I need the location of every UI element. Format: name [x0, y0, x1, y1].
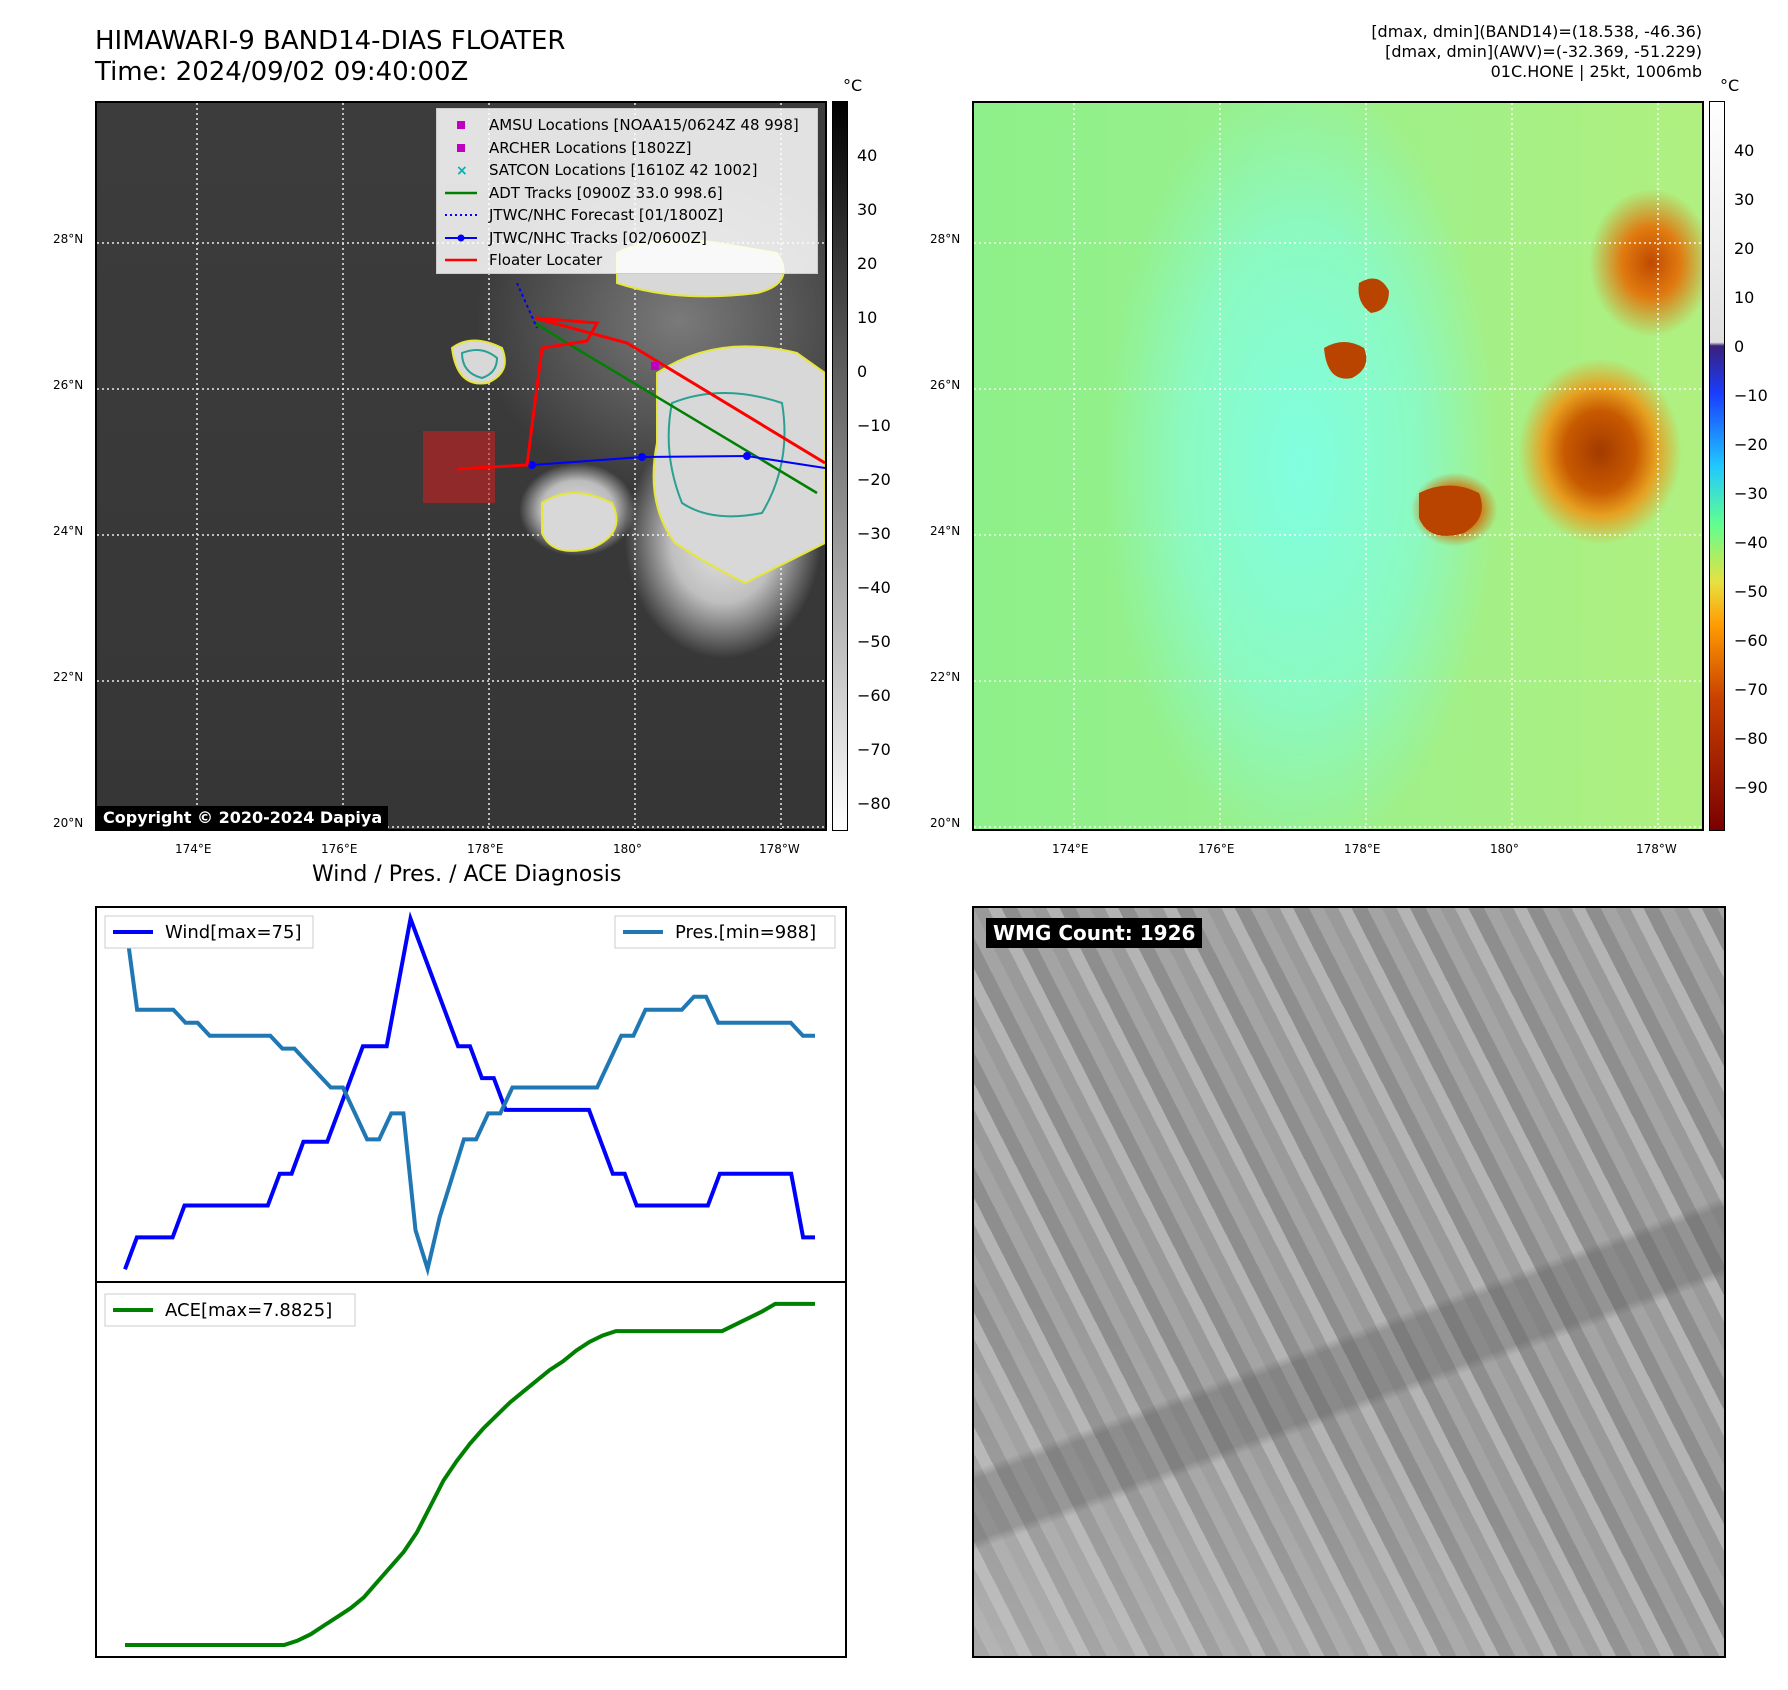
diagnosis-chart-panel: 20 30 40 50 60 70 990 995 1000 1005 1010 1015 0 1 2 3 4 5…: [95, 906, 847, 1658]
latitude-label: 20°N: [53, 816, 84, 830]
wind-legend: Wind[max=75]: [165, 922, 302, 943]
wmg-image-panel: [972, 906, 1726, 1658]
latitude-label: 28°N: [930, 232, 961, 246]
diagnosis-chart-svg: 2030405060709909951000100510101015012345…: [97, 911, 845, 1647]
longitude-label: 178°W: [1636, 842, 1677, 856]
pressure-series-line: [123, 918, 815, 1277]
longitude-label: 180°: [1490, 842, 1519, 856]
colorbar-tick-label: 40: [1734, 141, 1755, 160]
colorbar-tick-label: −90: [1734, 778, 1768, 797]
longitude-label: 176°E: [321, 842, 358, 856]
colorbar-tick-label: 40: [857, 146, 878, 165]
legend-entry: JTWC/NHC Tracks [02/0600Z]: [437, 228, 817, 248]
latitude-label: 26°N: [53, 378, 84, 392]
legend-symbol-icon: [457, 121, 465, 129]
legend-symbol-icon: [445, 214, 477, 216]
latitude-label: 20°N: [930, 816, 961, 830]
latitude-label: 26°N: [930, 378, 961, 392]
legend-label: ARCHER Locations [1802Z]: [489, 138, 692, 157]
legend-entry: ARCHER Locations [1802Z]: [437, 138, 817, 158]
colorbar-tick-label: −60: [857, 686, 891, 705]
legend-entry: × SATCON Locations [1610Z 42 1002]: [437, 160, 817, 180]
colorbar-tick-label: 10: [1734, 288, 1755, 307]
legend-entry: ADT Tracks [0900Z 33.0 998.6]: [437, 183, 817, 203]
legend-entry: Floater Locater: [437, 250, 817, 270]
legend-label: AMSU Locations [NOAA15/0624Z 48 998]: [489, 116, 799, 134]
legend-symbol-icon: [445, 234, 477, 241]
track-legend: AMSU Locations [NOAA15/0624Z 48 998] ARCH…: [436, 108, 818, 274]
intensity-info: [dmax, dmin](BAND14)=(18.538, -46.36) [d…: [1371, 22, 1702, 81]
colorbar-tick-label: −80: [857, 794, 891, 813]
latitude-label: 24°N: [53, 524, 84, 538]
legend-label: JTWC/NHC Tracks [02/0600Z]: [489, 228, 707, 247]
colorbar-tick-label: −80: [1734, 729, 1768, 748]
ace-legend: ACE[max=7.8825]: [165, 1300, 332, 1321]
colorbar-tick-label: −40: [1734, 533, 1768, 552]
colorbar-tick-label: −30: [1734, 484, 1768, 503]
colorbar-tick-label: −70: [857, 740, 891, 759]
latitude-label: 24°N: [930, 524, 961, 538]
legend-symbol-icon: [457, 143, 465, 152]
wind-series-line: [123, 911, 815, 1270]
legend-symbol-icon: [445, 191, 477, 194]
colorbar-tick-label: 0: [1734, 337, 1745, 356]
legend-label: ADT Tracks [0900Z 33.0 998.6]: [489, 183, 723, 202]
figure-title: HIMAWARI-9 BAND14-DIAS FLOATER Time: 202…: [95, 26, 566, 87]
legend-label: JTWC/NHC Forecast [01/1800Z]: [489, 206, 724, 224]
colorbar-tick-label: −60: [1734, 631, 1768, 650]
longitude-label: 174°E: [1052, 842, 1089, 856]
colorbar-tick-label: 0: [857, 362, 868, 381]
longitude-label: 174°E: [175, 842, 212, 856]
colorbar-tick-label: 20: [1734, 239, 1755, 258]
colorbar-tick-label: −50: [1734, 582, 1768, 601]
colorbar-tick-label: 10: [857, 308, 878, 327]
ir-enhanced-map: [972, 101, 1704, 831]
pressure-legend: Pres.[min=988]: [675, 922, 816, 943]
legend-label: Floater Locater: [489, 251, 603, 269]
longitude-label: 178°W: [759, 842, 800, 856]
colorbar2-unit: °C: [1720, 76, 1740, 95]
latitude-label: 22°N: [53, 670, 84, 684]
grayscale-colorbar: [832, 101, 848, 831]
legend-symbol-icon: [445, 258, 477, 262]
copyright-label: Copyright © 2020-2024 Dapiya: [97, 806, 389, 829]
wmg-count-label: WMG Count: 1926: [986, 918, 1203, 948]
diagnosis-title: Wind / Pres. / ACE Diagnosis: [312, 862, 622, 887]
svg-text:×: ×: [456, 163, 468, 179]
longitude-label: 178°E: [467, 842, 504, 856]
latitude-label: 28°N: [53, 232, 84, 246]
colorbar-tick-label: −30: [857, 524, 891, 543]
colorbar-tick-label: −50: [857, 632, 891, 651]
legend-label: SATCON Locations [1610Z 42 1002]: [489, 161, 758, 179]
colorbar-tick-label: −20: [1734, 435, 1768, 454]
latitude-label: 22°N: [930, 670, 961, 684]
colorbar-tick-label: −10: [857, 416, 891, 435]
colorbar-tick-label: −40: [857, 578, 891, 597]
colorbar-tick-label: −10: [1734, 386, 1768, 405]
colorbar-tick-label: 30: [857, 200, 878, 219]
legend-entry: AMSU Locations [NOAA15/0624Z 48 998]: [437, 115, 817, 135]
longitude-label: 176°E: [1198, 842, 1235, 856]
colorbar-tick-label: −70: [1734, 680, 1768, 699]
longitude-label: 178°E: [1344, 842, 1381, 856]
colorbar-tick-label: −20: [857, 470, 891, 489]
colorbar1-unit: °C: [843, 76, 863, 95]
ace-series-line: [125, 1301, 815, 1647]
colorbar-tick-label: 20: [857, 254, 878, 273]
pressure-legend-box: [614, 915, 836, 949]
color-colorbar: [1709, 101, 1725, 831]
legend-entry: JTWC/NHC Forecast [01/1800Z]: [437, 205, 817, 225]
legend-symbol-icon: ×: [456, 163, 468, 179]
colorbar-tick-label: 30: [1734, 190, 1755, 209]
longitude-label: 180°: [613, 842, 642, 856]
